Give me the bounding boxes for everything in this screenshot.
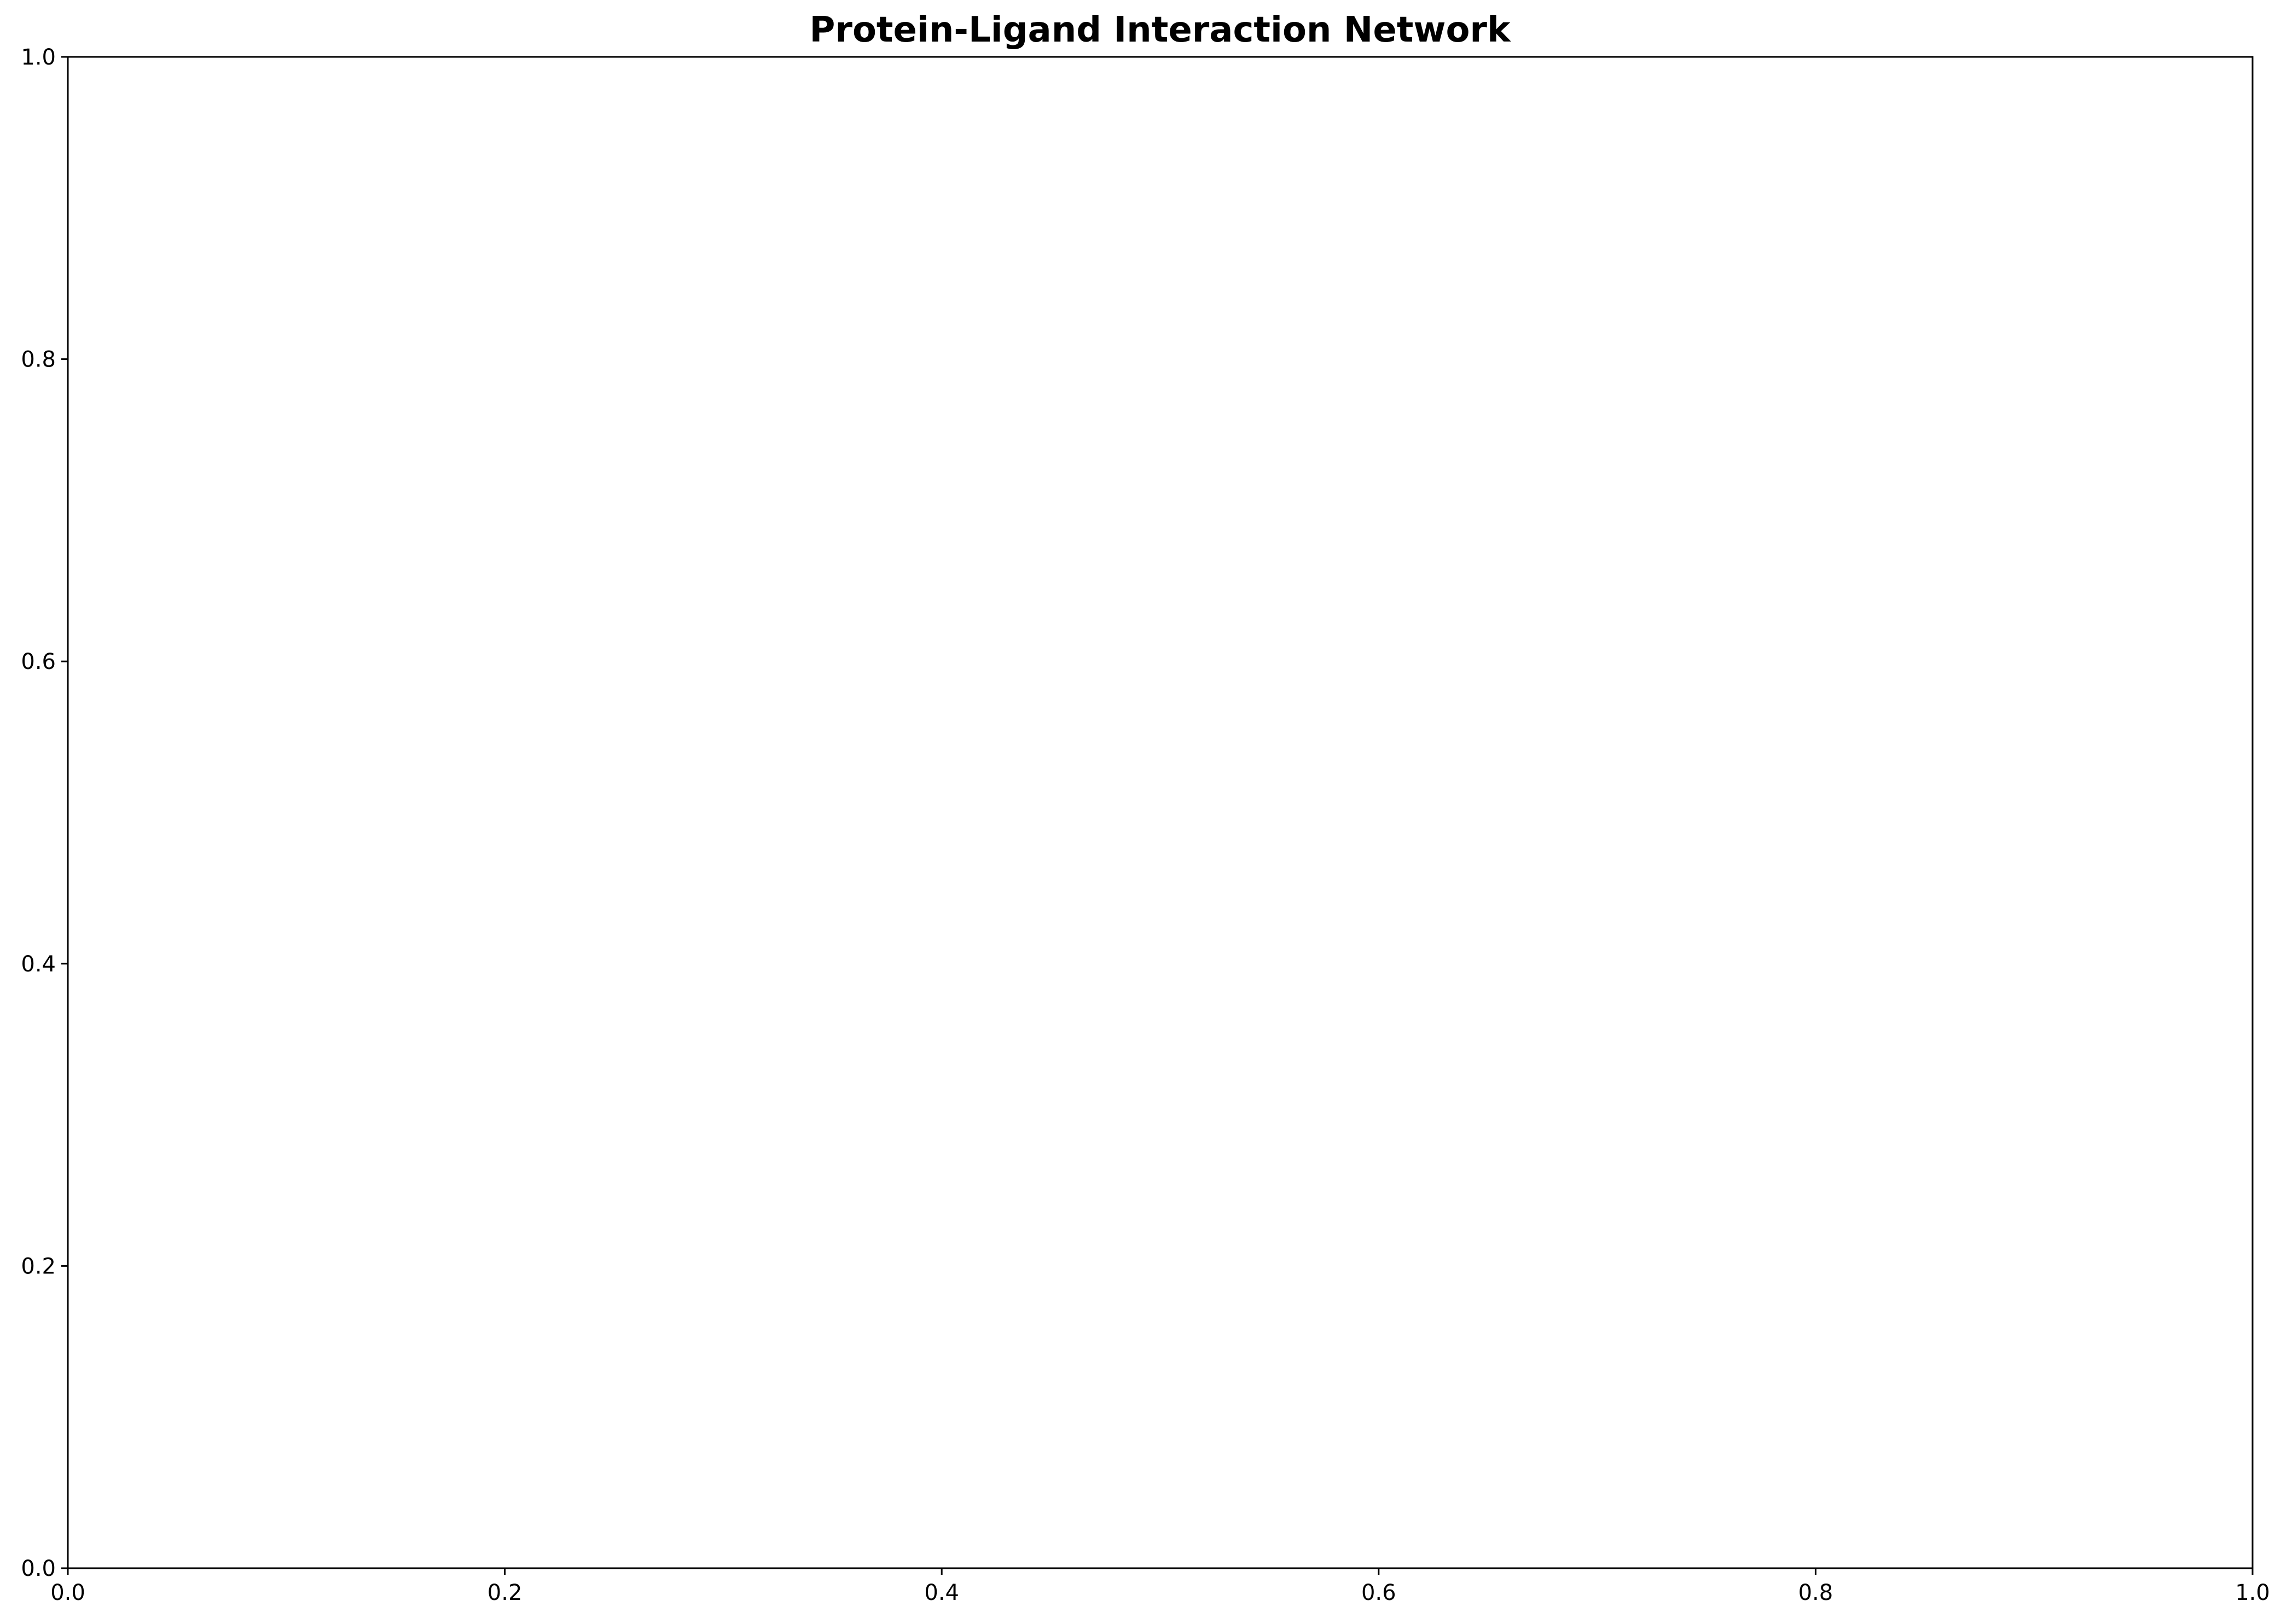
y-tick-label: 1.0 xyxy=(21,45,56,70)
x-tick-label: 0.0 xyxy=(50,1580,85,1605)
chart-title: Protein-Ligand Interaction Network xyxy=(809,10,1511,50)
y-tick-label: 0.4 xyxy=(21,952,56,977)
x-tick-label: 0.4 xyxy=(924,1580,959,1605)
x-tick-label: 0.6 xyxy=(1361,1580,1396,1605)
x-tick-label: 0.2 xyxy=(487,1580,523,1605)
y-tick-label: 0.2 xyxy=(21,1254,56,1279)
x-tick-label: 0.8 xyxy=(1798,1580,1833,1605)
y-tick-label: 0.0 xyxy=(21,1556,56,1581)
x-axis: 0.0 0.2 0.4 0.6 0.8 1.0 xyxy=(50,1568,2270,1605)
y-axis: 0.0 0.2 0.4 0.6 0.8 1.0 xyxy=(21,45,68,1581)
plot-area xyxy=(67,56,2254,1569)
y-tick-label: 0.8 xyxy=(21,347,56,372)
x-tick-label: 1.0 xyxy=(2235,1580,2270,1605)
y-tick-label: 0.6 xyxy=(21,649,56,674)
